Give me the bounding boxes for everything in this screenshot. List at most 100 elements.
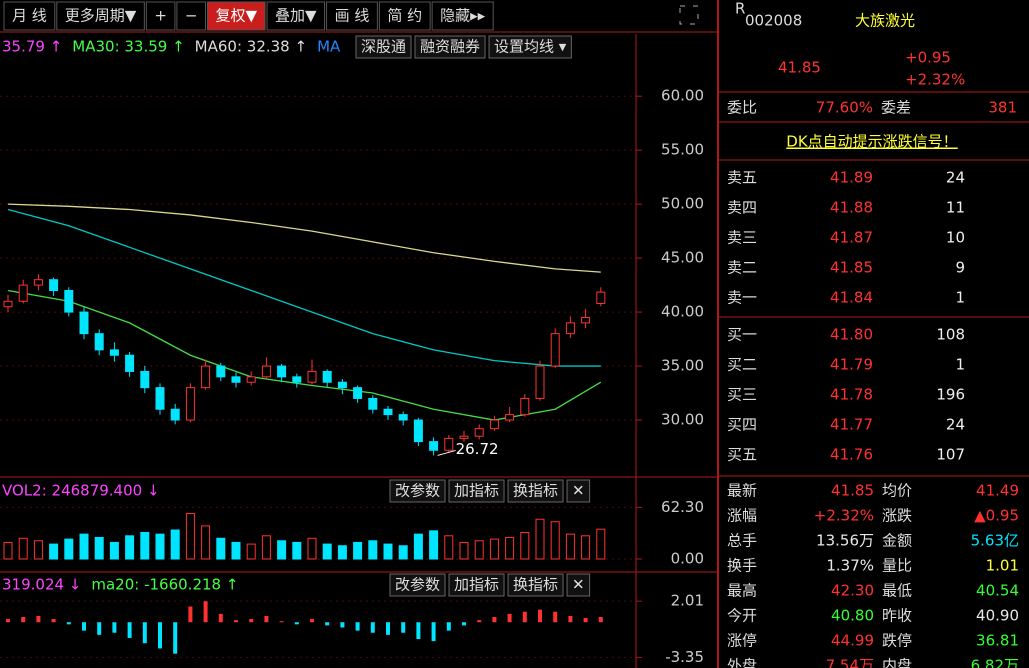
book-volume: 11 <box>946 199 965 217</box>
candle-body <box>383 408 393 416</box>
panel-button[interactable] <box>414 35 486 59</box>
stat-label: 跌停 <box>882 632 912 650</box>
panel-button[interactable] <box>448 479 505 503</box>
panel-button-label[interactable]: 加指标 <box>454 576 499 594</box>
volume-bar <box>94 536 104 560</box>
macd-bar <box>21 616 26 623</box>
volume-bar <box>398 545 408 560</box>
panel-button[interactable] <box>507 479 564 503</box>
toolbar-button[interactable]: 隐藏▸▸ <box>440 7 486 25</box>
panel-button[interactable] <box>448 573 505 597</box>
stat-value: 40.54 <box>976 582 1019 600</box>
candle-body <box>155 387 165 410</box>
stat-value: 6.82万 <box>971 657 1019 668</box>
panel-button[interactable] <box>566 573 591 597</box>
candle-body <box>398 414 408 421</box>
book-price: 41.78 <box>830 386 873 404</box>
diff-value: 381 <box>988 99 1017 117</box>
toolbar-button[interactable]: + <box>154 7 167 25</box>
book-level: 卖二 <box>727 259 757 277</box>
panel-button-label[interactable]: 深股通 <box>361 38 406 56</box>
book-volume: 10 <box>946 229 965 247</box>
panel-button-label[interactable]: ✕ <box>572 576 585 594</box>
macd-bar <box>522 611 527 623</box>
indicator-legend: 35.79 ↑ <box>2 38 62 56</box>
panel-button[interactable] <box>389 573 446 597</box>
signal-link[interactable]: DK点自动提示涨跌信号！ <box>786 133 957 151</box>
stat-label: 最高 <box>727 582 757 600</box>
toolbar-button[interactable]: 复权▼ <box>215 7 257 25</box>
y-tick-label: 50.00 <box>661 195 704 213</box>
fullscreen-icon[interactable] <box>679 5 699 25</box>
candle-body <box>550 333 560 367</box>
volume-bar <box>307 537 317 560</box>
macd-bar <box>492 616 497 623</box>
macd-bar <box>568 615 573 623</box>
toolbar-button[interactable]: 画 线 <box>335 7 370 25</box>
candle-body <box>216 365 226 378</box>
panel-button[interactable] <box>355 35 412 59</box>
ma-line <box>7 203 601 273</box>
toolbar-button[interactable]: 简 约 <box>387 7 422 25</box>
panel-button[interactable] <box>507 573 564 597</box>
macd-bar <box>538 609 542 623</box>
book-level: 卖三 <box>727 229 757 247</box>
stat-label: 涨停 <box>727 632 757 650</box>
macd-bar <box>294 622 299 625</box>
macd-bar <box>82 622 86 631</box>
macd-bar <box>234 620 238 623</box>
panel-button[interactable] <box>566 479 591 503</box>
macd-bar <box>462 622 466 626</box>
book-price: 41.76 <box>830 446 873 464</box>
toolbar-button[interactable]: 更多周期▼ <box>65 7 137 25</box>
toolbar-button[interactable]: 月 线 <box>12 7 47 25</box>
panel-button-label[interactable]: 设置均线 ▾ <box>494 38 567 56</box>
panel-button[interactable] <box>488 35 572 59</box>
volume-bar <box>550 521 560 560</box>
panel-button-label[interactable]: 换指标 <box>513 482 558 500</box>
panel-button-label[interactable]: 融资融券 <box>420 38 480 56</box>
book-price: 41.88 <box>830 199 873 217</box>
stat-label: 量比 <box>882 557 912 575</box>
volume-bar <box>79 533 89 560</box>
macd-bar <box>401 622 406 633</box>
macd-bar <box>355 622 360 631</box>
y-tick-label: -3.35 <box>665 648 704 666</box>
macd-bar <box>370 622 375 633</box>
volume-bar <box>565 533 575 560</box>
candle-body <box>64 289 74 313</box>
panel-button-label[interactable]: 加指标 <box>454 482 499 500</box>
book-price: 41.85 <box>830 259 873 277</box>
candle-body <box>94 333 104 351</box>
volume-bar <box>596 528 606 560</box>
stat-label: 涨跌 <box>882 507 912 525</box>
book-level: 卖四 <box>727 199 757 217</box>
stock-code: 002008 <box>745 12 802 30</box>
indicator-legend: ma20: -1660.218 ↑ <box>91 576 238 594</box>
stat-value: +2.32% <box>814 507 874 525</box>
toolbar-button-bg <box>266 1 326 31</box>
candle-body <box>140 370 150 389</box>
toolbar-button[interactable]: 叠加▼ <box>275 7 317 25</box>
panel-button-label[interactable]: 换指标 <box>513 576 558 594</box>
book-level: 买四 <box>727 416 757 434</box>
book-volume: 107 <box>936 446 965 464</box>
macd-bar <box>264 615 269 623</box>
macd-bar <box>51 619 56 623</box>
candle-body <box>444 437 454 451</box>
panel-button[interactable] <box>389 479 446 503</box>
panel-button-label[interactable]: 改参数 <box>395 576 440 594</box>
toolbar-button[interactable]: − <box>185 7 198 25</box>
stat-value: 13.56万 <box>816 532 874 550</box>
macd-bar <box>173 622 178 654</box>
volume-bar <box>49 543 59 560</box>
panel-button-label[interactable]: ✕ <box>572 482 585 500</box>
candle-body <box>596 291 606 304</box>
candle-body <box>489 419 499 430</box>
candle-body <box>535 365 545 399</box>
candle-body <box>109 349 119 356</box>
volume-bar <box>216 537 226 560</box>
panel-button-label[interactable]: 改参数 <box>395 482 440 500</box>
volume-bar <box>277 540 287 560</box>
